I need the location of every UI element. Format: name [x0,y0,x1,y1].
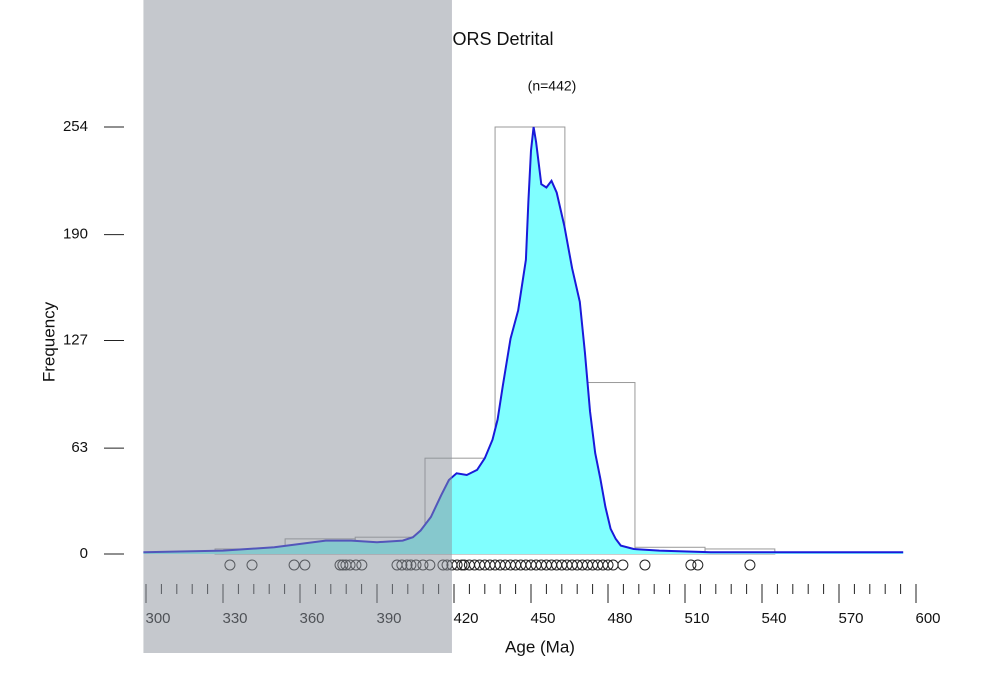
density-area [143,127,904,554]
rug-point [685,559,697,571]
x-tick-label: 600 [915,610,940,627]
rug-point [744,559,756,571]
x-tick-label: 570 [838,610,863,627]
rug-point [602,559,614,571]
x-tick-label: 480 [607,610,632,627]
rug-point [451,559,463,571]
rug-point [639,559,651,571]
x-tick-label: 450 [530,610,555,627]
rug-point [617,559,629,571]
x-axis-label: Age (Ma) [505,637,575,656]
rug-point [692,559,704,571]
y-tick-label: 63 [71,439,88,456]
y-tick-label: 190 [63,226,88,243]
x-tick-label: 540 [761,610,786,627]
y-tick-label: 0 [80,545,88,562]
chart-title: ORS Detrital [452,29,553,49]
y-tick-label: 254 [63,118,88,135]
y-tick-label: 127 [63,331,88,348]
chart-subtitle: (n=442) [528,78,577,94]
x-tick-label: 510 [684,610,709,627]
rug-point [456,559,468,571]
shaded-region [143,0,452,653]
y-axis-label: Frequency [39,301,58,382]
x-tick-label: 420 [453,610,478,627]
